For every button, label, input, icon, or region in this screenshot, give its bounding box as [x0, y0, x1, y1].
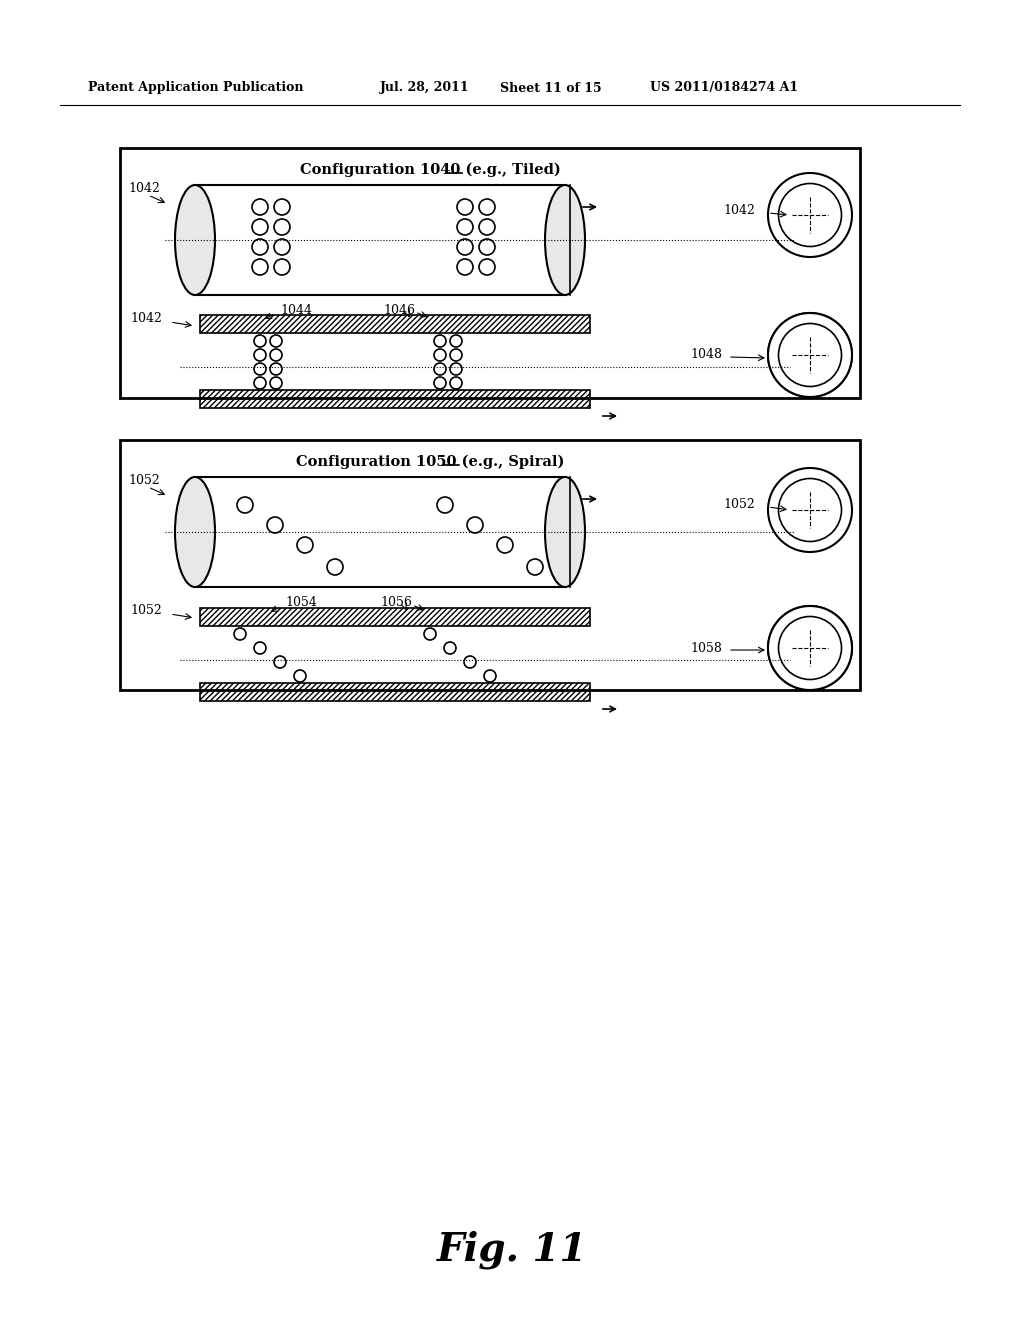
Circle shape [270, 335, 282, 347]
Circle shape [434, 378, 446, 389]
Circle shape [479, 259, 495, 275]
Circle shape [252, 199, 268, 215]
Circle shape [497, 537, 513, 553]
Text: 1054: 1054 [285, 597, 316, 610]
Bar [200, 682, 590, 701]
Circle shape [768, 313, 852, 397]
Bar [120, 440, 860, 690]
Circle shape [254, 363, 266, 375]
Circle shape [768, 173, 852, 257]
Bar [200, 389, 590, 408]
Text: Sheet 11 of 15: Sheet 11 of 15 [500, 82, 602, 95]
Text: Configuration 1050 (e.g., Spiral): Configuration 1050 (e.g., Spiral) [296, 455, 564, 469]
Bar [195, 477, 565, 587]
Bar [120, 148, 860, 399]
Circle shape [274, 259, 290, 275]
Bar [200, 609, 590, 626]
Circle shape [434, 348, 446, 360]
Text: 1052: 1052 [723, 498, 755, 511]
Bar [195, 185, 565, 294]
Text: 1046: 1046 [383, 304, 415, 317]
Circle shape [327, 558, 343, 576]
Circle shape [450, 348, 462, 360]
Circle shape [457, 199, 473, 215]
Text: Patent Application Publication: Patent Application Publication [88, 82, 303, 95]
Circle shape [254, 335, 266, 347]
Circle shape [274, 656, 286, 668]
Ellipse shape [545, 477, 585, 587]
Circle shape [254, 378, 266, 389]
Circle shape [450, 363, 462, 375]
Bar [200, 315, 590, 333]
Circle shape [434, 363, 446, 375]
Circle shape [467, 517, 483, 533]
Circle shape [252, 219, 268, 235]
Text: 1058: 1058 [690, 642, 722, 655]
Circle shape [270, 363, 282, 375]
Circle shape [424, 628, 436, 640]
Circle shape [479, 239, 495, 255]
Text: 1042: 1042 [723, 203, 755, 216]
Circle shape [484, 671, 496, 682]
Circle shape [252, 239, 268, 255]
Circle shape [768, 606, 852, 690]
Circle shape [778, 183, 842, 247]
Text: Jul. 28, 2011: Jul. 28, 2011 [380, 82, 470, 95]
Circle shape [267, 517, 283, 533]
Text: 1052: 1052 [130, 603, 162, 616]
Text: 1052: 1052 [128, 474, 160, 487]
Circle shape [778, 323, 842, 387]
Circle shape [270, 348, 282, 360]
Circle shape [444, 642, 456, 653]
Text: Configuration 1040 (e.g., Tiled): Configuration 1040 (e.g., Tiled) [300, 162, 560, 177]
Ellipse shape [175, 477, 215, 587]
Circle shape [270, 378, 282, 389]
Circle shape [274, 239, 290, 255]
Text: US 2011/0184274 A1: US 2011/0184274 A1 [650, 82, 798, 95]
Circle shape [237, 498, 253, 513]
Circle shape [450, 335, 462, 347]
Circle shape [234, 628, 246, 640]
Text: 1048: 1048 [690, 348, 722, 362]
Circle shape [457, 239, 473, 255]
Circle shape [479, 199, 495, 215]
Text: 1056: 1056 [380, 597, 412, 610]
Circle shape [434, 335, 446, 347]
Circle shape [464, 656, 476, 668]
Circle shape [254, 348, 266, 360]
Circle shape [778, 616, 842, 680]
Circle shape [778, 479, 842, 541]
Text: Fig. 11: Fig. 11 [437, 1230, 587, 1270]
Circle shape [297, 537, 313, 553]
Circle shape [274, 199, 290, 215]
Text: 1044: 1044 [280, 304, 312, 317]
Ellipse shape [175, 185, 215, 294]
Circle shape [457, 219, 473, 235]
Text: 1042: 1042 [130, 312, 162, 325]
Circle shape [450, 378, 462, 389]
Text: 1042: 1042 [128, 181, 160, 194]
Circle shape [527, 558, 543, 576]
Circle shape [437, 498, 453, 513]
Circle shape [294, 671, 306, 682]
Circle shape [768, 469, 852, 552]
Circle shape [457, 259, 473, 275]
Circle shape [252, 259, 268, 275]
Circle shape [254, 642, 266, 653]
Circle shape [479, 219, 495, 235]
Ellipse shape [545, 185, 585, 294]
Circle shape [274, 219, 290, 235]
